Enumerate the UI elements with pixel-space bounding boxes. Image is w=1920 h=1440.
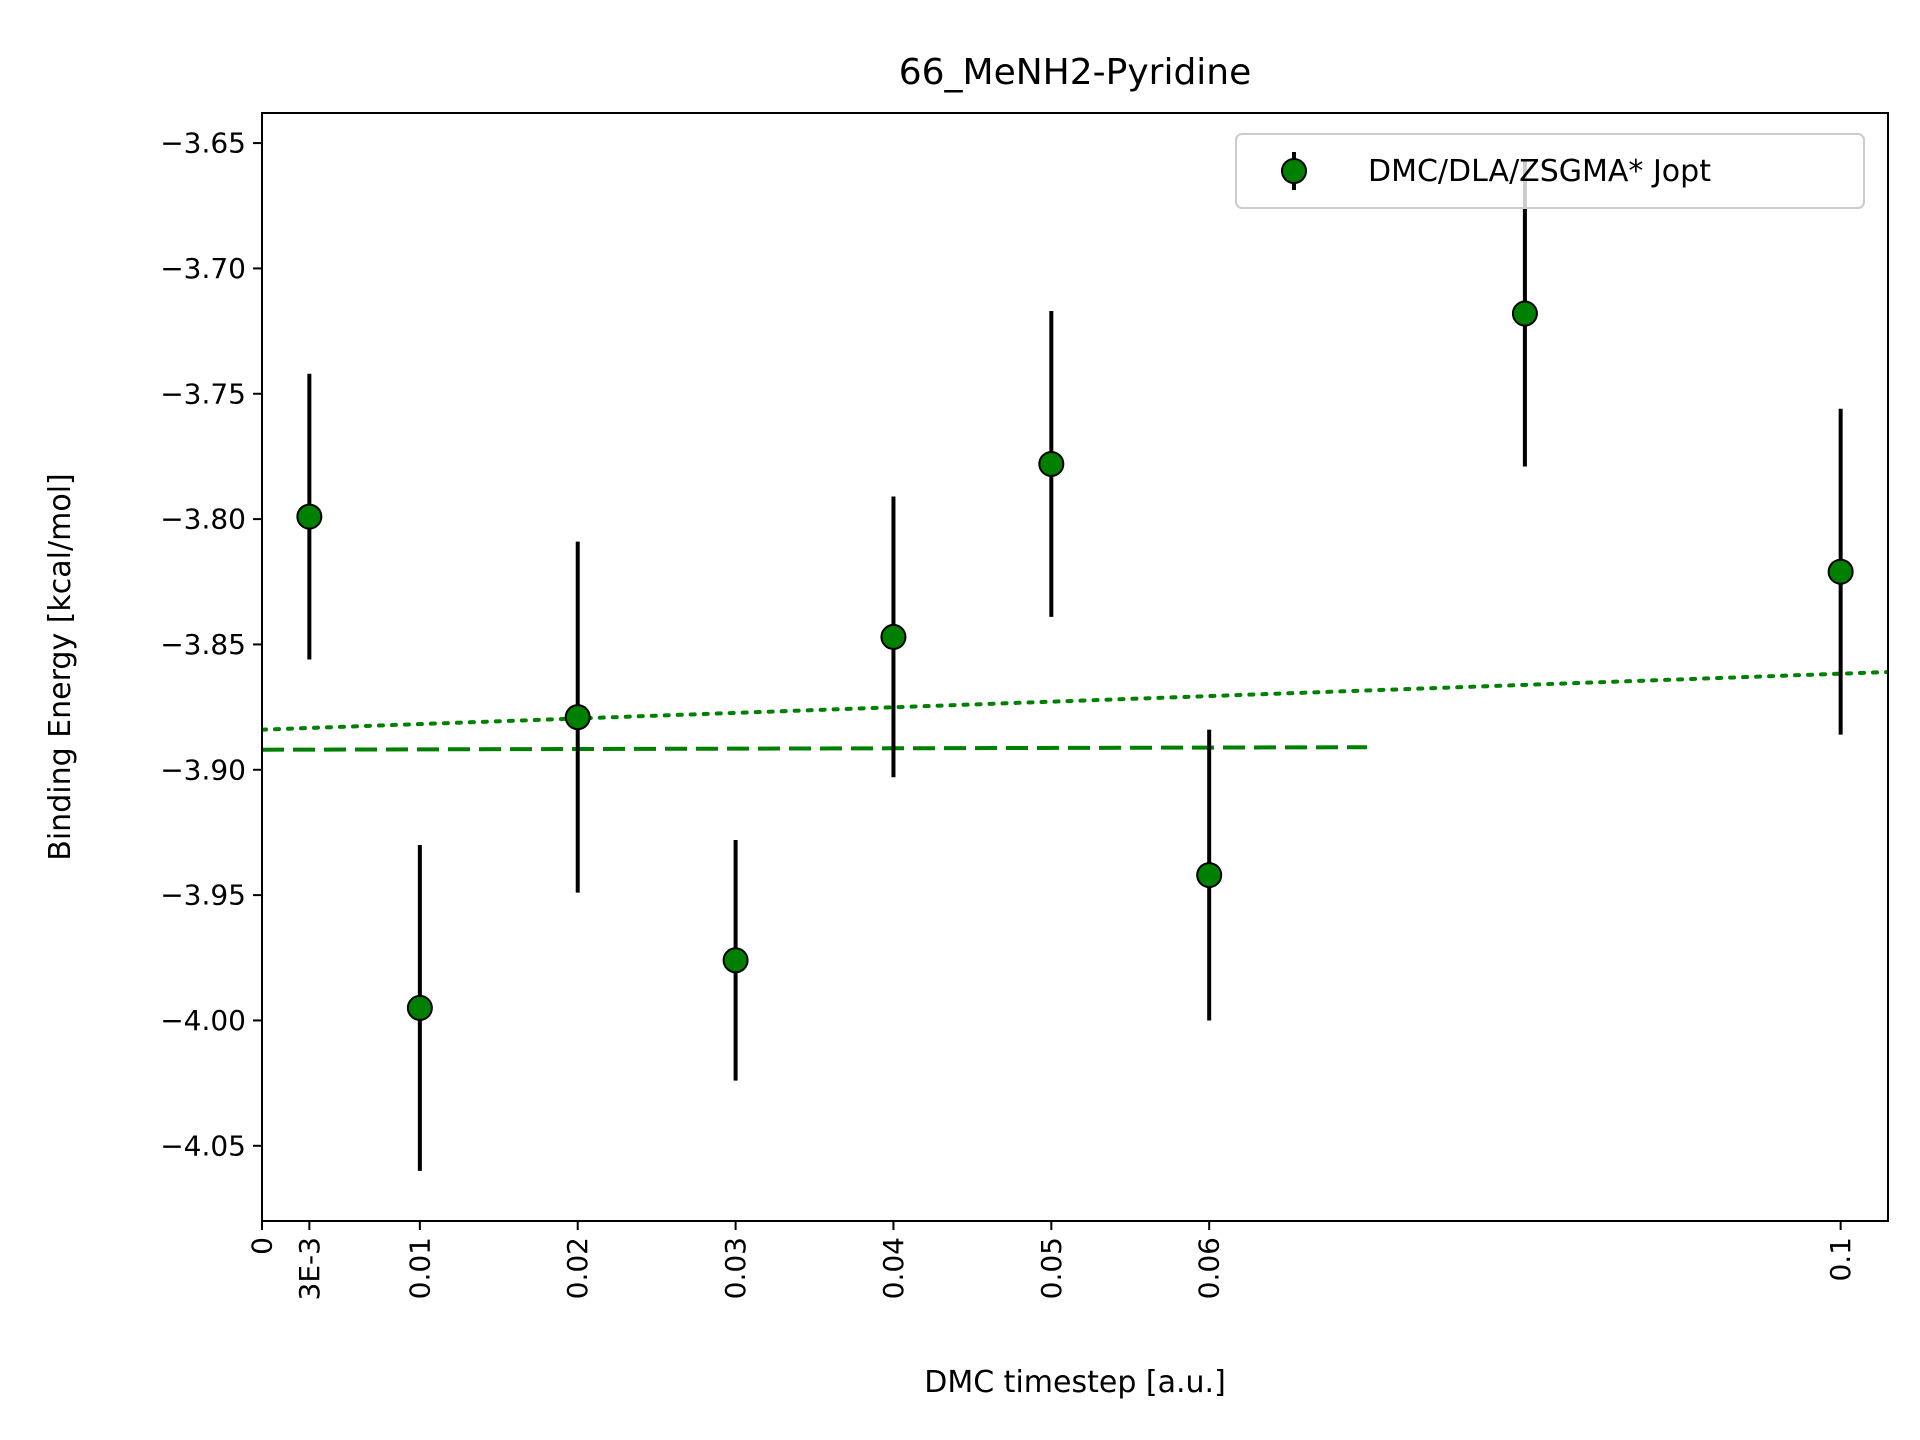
legend: DMC/DLA/ZSGMA* Jopt <box>1235 133 1865 209</box>
data-point <box>1038 450 1065 477</box>
data-point <box>296 503 323 530</box>
x-axis-label: DMC timestep [a.u.] <box>924 1365 1226 1400</box>
x-tick-label: 0.01 <box>403 1237 436 1299</box>
y-tick-label: −3.90 <box>160 753 246 786</box>
x-tick-label: 0.03 <box>719 1237 752 1299</box>
x-tick-label: 0.02 <box>561 1237 594 1299</box>
legend-marker <box>1281 158 1307 184</box>
axes-frame <box>261 112 1889 1222</box>
data-point <box>1827 558 1854 585</box>
y-tick-label: −4.05 <box>160 1129 246 1162</box>
legend-box <box>1235 133 1865 209</box>
data-point <box>1196 862 1223 889</box>
y-tick-label: −3.70 <box>160 252 246 285</box>
y-tick-label: −3.75 <box>160 377 246 410</box>
y-tick-label: −3.95 <box>160 879 246 912</box>
fit-line-dashed <box>262 745 1368 752</box>
y-tick-label: −3.65 <box>160 127 246 160</box>
data-point <box>406 994 433 1021</box>
y-tick-label: −3.80 <box>160 503 246 536</box>
y-axis-label: Binding Energy [kcal/mol] <box>43 473 78 860</box>
legend-label: DMC/DLA/ZSGMA* Jopt <box>1368 154 1711 189</box>
chart-title: 66_MeNH2-Pyridine <box>899 52 1252 93</box>
fit-line-dotted <box>262 670 1888 732</box>
x-tick-label: 3E-3 <box>293 1237 326 1300</box>
data-point <box>564 704 591 731</box>
data-point <box>880 623 907 650</box>
x-tick-label: 0.05 <box>1035 1237 1068 1299</box>
y-tick-label: −3.85 <box>160 628 246 661</box>
plot-area <box>262 160 1888 1171</box>
data-point <box>722 947 749 974</box>
x-tick-label: 0 <box>246 1237 279 1255</box>
data-point <box>1511 300 1538 327</box>
x-tick-label: 0.1 <box>1824 1237 1857 1282</box>
x-tick-label: 0.06 <box>1193 1237 1226 1299</box>
x-tick-label: 0.04 <box>877 1237 910 1299</box>
y-tick-label: −4.00 <box>160 1004 246 1037</box>
ticks: 0 3E-3 0.01 0.02 0.03 0.04 0.05 0.06 0.1 −3.65 −3.… <box>160 127 1857 1301</box>
